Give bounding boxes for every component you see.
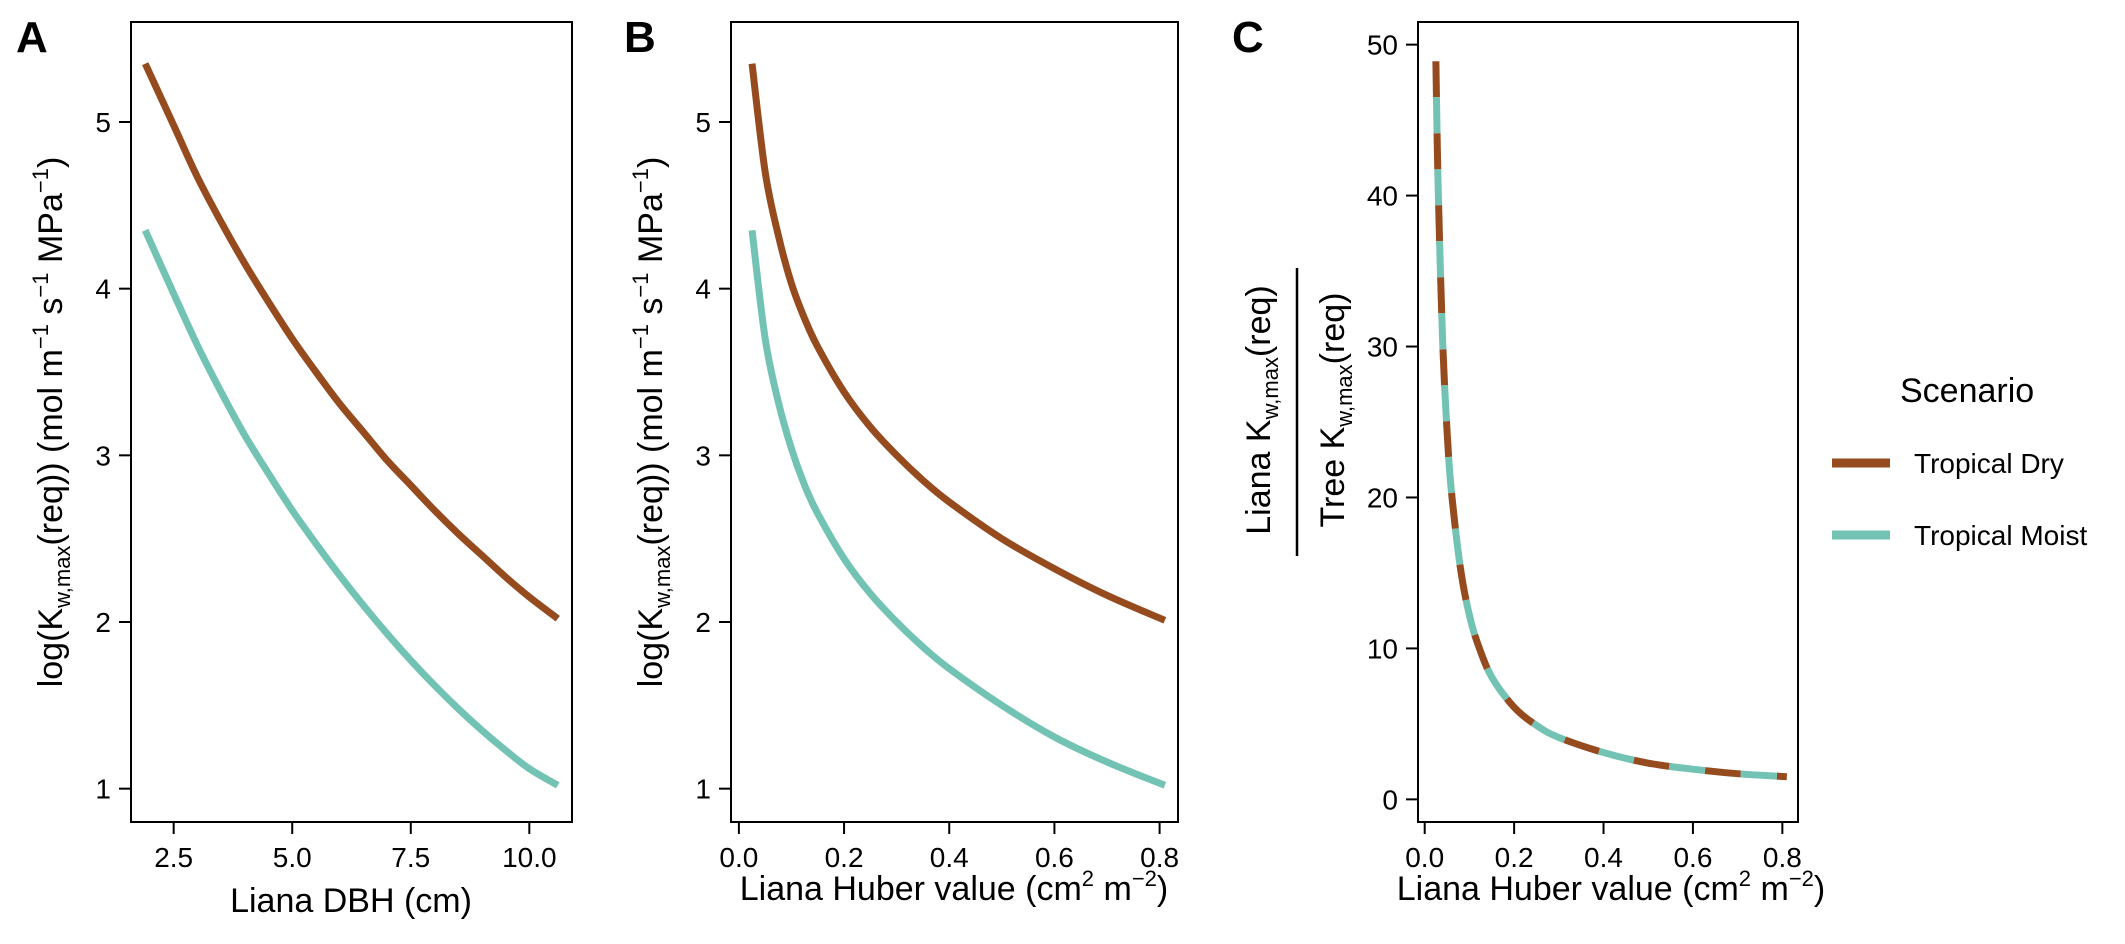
ticks-a: 2.5 5.0 7.5 10.0 1 2 3 4 5 bbox=[95, 107, 556, 873]
x-tick-label-a: 7.5 bbox=[391, 842, 430, 873]
ticks-b: 0.0 0.2 0.4 0.6 0.8 1 2 3 4 5 bbox=[695, 107, 1179, 873]
y-tick-label-b: 4 bbox=[695, 274, 711, 305]
plot-frame-b bbox=[730, 21, 1179, 823]
lines-c bbox=[1432, 61, 1788, 781]
x-tick-label-a: 5.0 bbox=[273, 842, 312, 873]
x-tick-label-c: 0.2 bbox=[1495, 842, 1534, 873]
series-line-a-tropical-dry bbox=[142, 62, 560, 622]
y-tick-label-b: 1 bbox=[695, 774, 711, 805]
y-axis-title-c-denominator: Tree Kw,max(req) bbox=[1314, 293, 1357, 528]
x-tick-label-c: 0.6 bbox=[1673, 842, 1712, 873]
y-tick-label-c: 30 bbox=[1367, 332, 1398, 363]
x-axis-title-b: Liana Huber value (cm2 m−2) bbox=[740, 866, 1169, 908]
legend-title: Scenario bbox=[1900, 372, 2034, 410]
lines-b bbox=[748, 63, 1167, 789]
x-tick-label-c: 0.8 bbox=[1763, 842, 1802, 873]
y-tick-label-c: 10 bbox=[1367, 633, 1398, 664]
panel-b: B 0.0 0.2 0.4 0.6 0.8 1 2 3 4 5 Liana Huber value… bbox=[624, 13, 1179, 908]
y-tick-label-c: 40 bbox=[1367, 181, 1398, 212]
panel-letter-b: B bbox=[624, 13, 656, 62]
panel-a: A 2.5 5.0 7.5 10.0 1 2 3 4 5 Liana DBH (cm) log(… bbox=[16, 13, 573, 920]
y-axis-title-c: Liana Kw,max(req) Tree Kw,max(req) bbox=[1240, 268, 1357, 556]
y-tick-label-a: 5 bbox=[95, 107, 111, 138]
y-tick-label-a: 2 bbox=[95, 607, 111, 638]
series-line-a-tropical-moist bbox=[142, 228, 560, 789]
panel-letter-c: C bbox=[1232, 13, 1264, 62]
lines-a bbox=[142, 62, 560, 789]
y-axis-title-a: log(Kw,max(req)) (mol m−1 s−1 MPa−1) bbox=[28, 157, 75, 688]
x-tick-label-b: 0.8 bbox=[1140, 842, 1179, 873]
legend: Scenario Tropical Dry Tropical Moist bbox=[1832, 372, 2087, 551]
y-tick-label-a: 4 bbox=[95, 274, 111, 305]
panel-c: C 0.0 0.2 0.4 0.6 0.8 0 10 20 30 40 50 Liana Huber… bbox=[1232, 13, 1825, 908]
y-tick-label-b: 3 bbox=[695, 440, 711, 471]
x-tick-label-a: 10.0 bbox=[502, 842, 557, 873]
y-tick-label-a: 3 bbox=[95, 440, 111, 471]
x-tick-label-c: 0.0 bbox=[1405, 842, 1444, 873]
legend-label-tropical-dry: Tropical Dry bbox=[1914, 448, 2064, 479]
y-tick-label-c: 20 bbox=[1367, 482, 1398, 513]
x-tick-label-b: 0.4 bbox=[930, 842, 969, 873]
y-tick-label-b: 2 bbox=[695, 607, 711, 638]
x-axis-title-a: Liana DBH (cm) bbox=[230, 882, 472, 920]
plot-frame-a bbox=[130, 21, 573, 823]
x-tick-label-b: 0.0 bbox=[719, 842, 758, 873]
panel-letter-a: A bbox=[16, 13, 48, 62]
legend-label-tropical-moist: Tropical Moist bbox=[1914, 520, 2087, 551]
ticks-c: 0.0 0.2 0.4 0.6 0.8 0 10 20 30 40 50 bbox=[1367, 30, 1802, 873]
plot-frame-c bbox=[1417, 21, 1799, 823]
x-tick-label-b: 0.6 bbox=[1035, 842, 1074, 873]
x-axis-title-c: Liana Huber value (cm2 m−2) bbox=[1397, 866, 1826, 908]
y-axis-title-b: log(Kw,max(req)) (mol m−1 s−1 MPa−1) bbox=[628, 157, 675, 688]
y-tick-label-b: 5 bbox=[695, 107, 711, 138]
y-tick-label-c: 50 bbox=[1367, 30, 1398, 61]
series-line-b-tropical-dry bbox=[748, 63, 1167, 624]
x-tick-label-b: 0.2 bbox=[825, 842, 864, 873]
y-tick-label-a: 1 bbox=[95, 774, 111, 805]
series-line-b-tropical-moist bbox=[748, 229, 1167, 789]
x-tick-label-a: 2.5 bbox=[154, 842, 193, 873]
x-tick-label-c: 0.4 bbox=[1584, 842, 1623, 873]
series-line-c-tropical-moist bbox=[1432, 61, 1788, 781]
y-tick-label-c: 0 bbox=[1382, 784, 1398, 815]
series-line-c-tropical-dry bbox=[1432, 61, 1788, 781]
y-axis-title-c-numerator: Liana Kw,max(req) bbox=[1240, 285, 1283, 534]
